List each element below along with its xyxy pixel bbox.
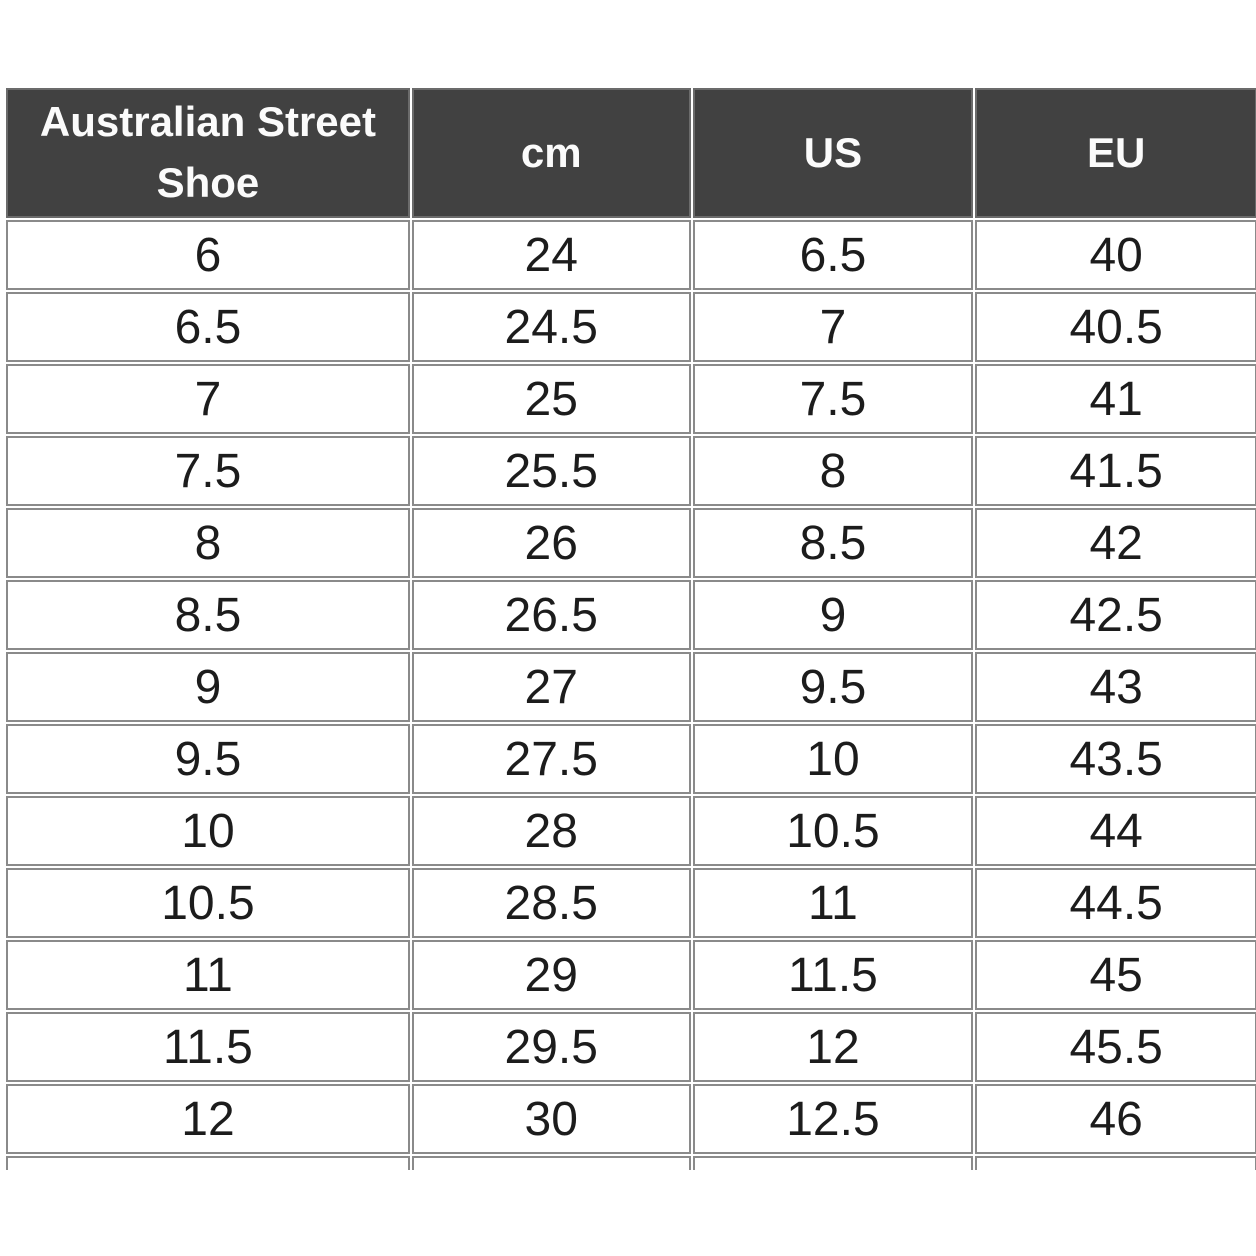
table-cell [411,1156,691,1170]
table-row: 12 30 12.5 46 [6,1084,1256,1154]
table-cell: 43.5 [975,724,1256,794]
table-cell: 9 [6,652,410,722]
table-cell: 40 [975,220,1256,290]
table-cell: 44.5 [975,868,1256,938]
table-cell: 10 [6,796,410,866]
table-cell: 8.5 [692,508,974,578]
table-cell: 7.5 [6,436,410,506]
table-cell: 28 [411,796,691,866]
column-header-cm: cm [411,88,691,218]
table-cell [692,1156,974,1170]
table-cell: 27.5 [411,724,691,794]
table-cell: 46 [975,1084,1256,1154]
table-cell: 41.5 [975,436,1256,506]
table-cell: 24 [411,220,691,290]
table-row: 9.5 27.5 10 43.5 [6,724,1256,794]
table-cell: 10.5 [692,796,974,866]
table-cell: 8.5 [6,580,410,650]
table-cell: 6.5 [6,292,410,362]
table-cell: 11.5 [692,940,974,1010]
size-conversion-table: Australian Street Shoe cm US EU 6 24 6.5… [4,86,1256,1170]
table-cell: 12 [692,1012,974,1082]
column-header-australian-street-shoe: Australian Street Shoe [6,88,410,218]
table-cell: 6.5 [692,220,974,290]
table-cell: 12 [6,1084,410,1154]
table-cell: 7.5 [692,364,974,434]
table-row: 8 26 8.5 42 [6,508,1256,578]
table-cell: 29.5 [411,1012,691,1082]
table-cell: 42 [975,508,1256,578]
table-cell: 10.5 [6,868,410,938]
table-cell: 7 [692,292,974,362]
table-row: 6.5 24.5 7 40.5 [6,292,1256,362]
table-row: 10 28 10.5 44 [6,796,1256,866]
table-cell: 44 [975,796,1256,866]
table-cell: 26.5 [411,580,691,650]
column-header-eu: EU [975,88,1256,218]
table-cell: 28.5 [411,868,691,938]
table-row: 6 24 6.5 40 [6,220,1256,290]
table-cell: 29 [411,940,691,1010]
table-cell: 6 [6,220,410,290]
table-row: 8.5 26.5 9 42.5 [6,580,1256,650]
table-cell: 43 [975,652,1256,722]
table-cell: 40.5 [975,292,1256,362]
table-cell: 11 [692,868,974,938]
table-cell: 41 [975,364,1256,434]
table-cell: 9.5 [6,724,410,794]
table-cell: 11.5 [6,1012,410,1082]
table-cell [6,1156,410,1170]
table-row: 9 27 9.5 43 [6,652,1256,722]
table-cell: 24.5 [411,292,691,362]
table-cell: 11 [6,940,410,1010]
table-cell: 8 [692,436,974,506]
table-cell: 30 [411,1084,691,1154]
header-row: Australian Street Shoe cm US EU [6,88,1256,218]
table-row-partial [6,1156,1256,1170]
table-cell: 12.5 [692,1084,974,1154]
table-row: 7 25 7.5 41 [6,364,1256,434]
column-header-us: US [692,88,974,218]
table-cell: 26 [411,508,691,578]
table-cell: 10 [692,724,974,794]
table-row: 11 29 11.5 45 [6,940,1256,1010]
table-cell: 25 [411,364,691,434]
table-cell: 42.5 [975,580,1256,650]
size-chart-container: Australian Street Shoe cm US EU 6 24 6.5… [4,86,1256,1170]
table-row: 11.5 29.5 12 45.5 [6,1012,1256,1082]
table-cell: 8 [6,508,410,578]
table-cell: 9 [692,580,974,650]
table-cell: 27 [411,652,691,722]
table-cell [975,1156,1256,1170]
table-cell: 45 [975,940,1256,1010]
table-cell: 45.5 [975,1012,1256,1082]
table-row: 10.5 28.5 11 44.5 [6,868,1256,938]
table-cell: 25.5 [411,436,691,506]
table-cell: 9.5 [692,652,974,722]
table-cell: 7 [6,364,410,434]
table-row: 7.5 25.5 8 41.5 [6,436,1256,506]
